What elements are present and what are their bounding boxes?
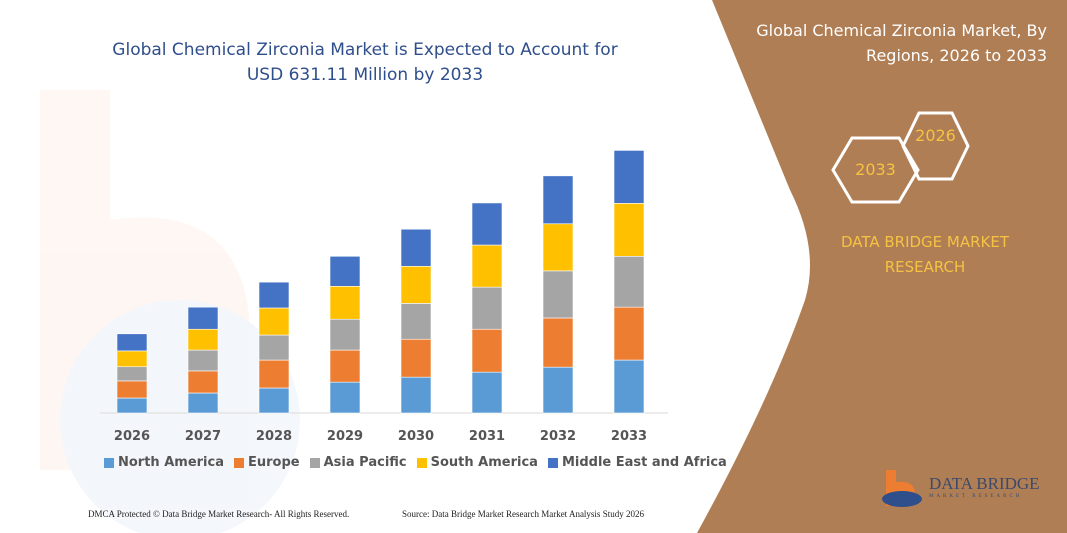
panel-title: Global Chemical Zirconia Market, By Regi…	[756, 21, 1047, 65]
chart-title: Global Chemical Zirconia Market is Expec…	[112, 40, 618, 85]
bar-segment-2033-north-america	[613, 359, 645, 414]
bar-segment-2029-north-america	[329, 381, 361, 414]
bar-segment-2032-asia-pacific	[542, 270, 574, 319]
legend-swatch	[104, 457, 114, 468]
legend-item: North America	[104, 455, 224, 470]
hex-label-2033: 2033	[855, 160, 896, 179]
footer-source: Source: Data Bridge Market Research Mark…	[402, 509, 644, 519]
bar-segment-2029-south-america	[329, 285, 361, 320]
bar-segment-2033-middle-east-and-africa	[613, 150, 645, 204]
bar-segment-2032-north-america	[542, 366, 574, 414]
bar-segment-2033-asia-pacific	[613, 255, 645, 308]
legend-label: Europe	[248, 455, 300, 470]
x-tick-label: 2033	[611, 429, 647, 444]
bar-segment-2026-north-america	[116, 397, 148, 414]
legend-swatch	[547, 457, 558, 468]
bar-segment-2033-south-america	[613, 203, 645, 257]
footer-copyright: DMCA Protected © Data Bridge Market Rese…	[88, 509, 350, 519]
legend-label: South America	[430, 455, 538, 470]
hexagon-2026	[901, 111, 970, 181]
bar-segment-2030-south-america	[400, 265, 432, 304]
brand-text: DATA BRIDGE MARKET RESEARCH	[840, 233, 1010, 276]
legend-swatch	[309, 457, 320, 468]
logo-subtext: MARKET RESEARCH	[929, 494, 1023, 499]
bar-segment-2032-europe	[542, 317, 574, 368]
bar-segment-2030-north-america	[400, 376, 432, 414]
bar-segment-2033-europe	[613, 306, 645, 361]
bar-segment-2031-north-america	[471, 371, 503, 414]
legend-item: Europe	[234, 455, 300, 470]
legend-label: Asia Pacific	[323, 455, 407, 470]
legend-swatch	[234, 457, 244, 468]
bar-segment-2026-south-america	[116, 350, 148, 368]
bar-segment-2031-middle-east-and-africa	[471, 202, 503, 246]
bars	[116, 150, 645, 414]
legend-item: Middle East and Africa	[547, 455, 727, 470]
legend-item: Asia Pacific	[309, 455, 407, 470]
logo-icon	[882, 470, 922, 507]
legend-label: North America	[118, 455, 224, 470]
bar-segment-2030-asia-pacific	[400, 303, 432, 340]
legend-label: Middle East and Africa	[561, 455, 727, 470]
bar-segment-2028-asia-pacific	[258, 334, 290, 361]
bar-segment-2027-asia-pacific	[187, 349, 219, 372]
bar-segment-2031-asia-pacific	[471, 286, 503, 330]
bar-segment-2027-north-america	[187, 392, 219, 414]
hexagon-2033	[831, 136, 920, 204]
x-tick-label: 2031	[469, 429, 505, 444]
bar-segment-2027-south-america	[187, 328, 219, 351]
legend-swatch	[416, 457, 427, 468]
logo-text: DATA BRIDGE	[929, 474, 1040, 493]
bar-segment-2028-europe	[258, 359, 290, 389]
bar-segment-2028-south-america	[258, 307, 290, 336]
x-tick-labels: 2026 2027 2028 2029 2030 2031 2032 2033	[114, 429, 647, 444]
bar-segment-2029-europe	[329, 349, 361, 383]
bar-segment-2031-south-america	[471, 244, 503, 288]
x-tick-label: 2032	[540, 429, 576, 444]
bar-segment-2027-europe	[187, 370, 219, 394]
legend-item: South America	[416, 455, 538, 470]
bar-segment-2028-north-america	[258, 387, 290, 414]
x-tick-label: 2028	[256, 429, 292, 444]
bar-segment-2032-middle-east-and-africa	[542, 175, 574, 225]
legend: North America Europe Asia Pacific South Ame…	[104, 455, 727, 470]
x-tick-label: 2030	[398, 429, 434, 444]
bar-segment-2028-middle-east-and-africa	[258, 281, 290, 309]
bar-segment-2027-middle-east-and-africa	[187, 306, 219, 330]
x-tick-label: 2027	[185, 429, 221, 444]
x-tick-label: 2029	[327, 429, 363, 444]
bar-segment-2031-europe	[471, 328, 503, 373]
hex-label-2026: 2026	[915, 126, 956, 145]
bar-segment-2029-asia-pacific	[329, 318, 361, 351]
bar-segment-2026-asia-pacific	[116, 366, 148, 382]
bar-segment-2029-middle-east-and-africa	[329, 255, 361, 287]
x-tick-label: 2026	[114, 429, 150, 444]
bar-segment-2026-middle-east-and-africa	[116, 333, 148, 352]
brown-panel	[697, 0, 1067, 533]
bar-segment-2026-europe	[116, 380, 148, 399]
bar-segment-2030-middle-east-and-africa	[400, 228, 432, 267]
bar-segment-2030-europe	[400, 338, 432, 378]
bar-segment-2032-south-america	[542, 223, 574, 272]
